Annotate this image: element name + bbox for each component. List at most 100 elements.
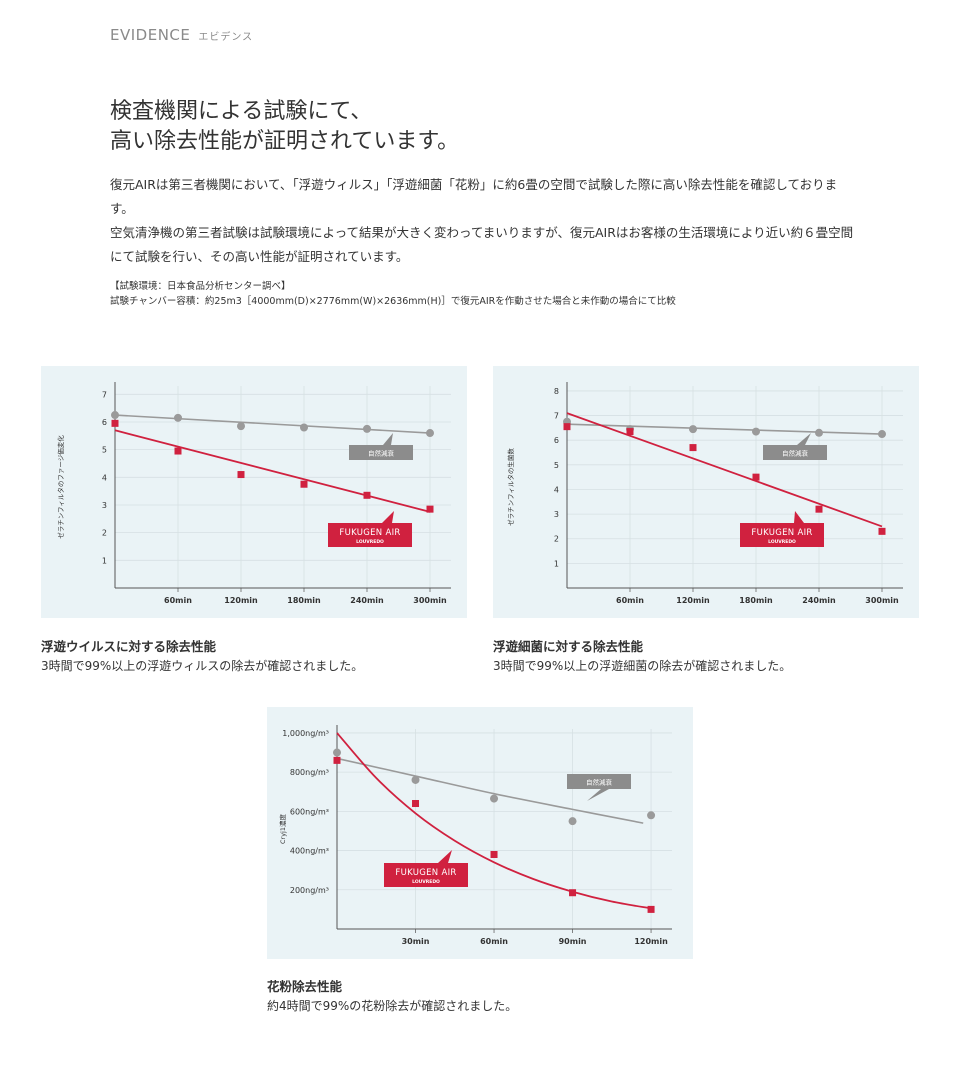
y-tick-label: 4 — [102, 473, 107, 482]
natural-point — [174, 413, 182, 422]
x-tick-label: 90min — [559, 937, 587, 946]
device-point — [878, 527, 886, 535]
natural-label-text: 自然減衰 — [782, 449, 809, 458]
y-tick-label: 1,000ng/m³ — [282, 729, 329, 738]
section-label-en: EVIDENCE — [110, 26, 191, 44]
device-label-box — [384, 863, 468, 887]
natural-point — [647, 811, 656, 820]
device-point — [237, 471, 245, 479]
x-tick-label: 120min — [676, 596, 710, 605]
device-point — [426, 505, 434, 513]
x-tick-label: 120min — [634, 937, 668, 946]
x-tick-label: 30min — [402, 937, 430, 946]
chart-svg: 200ng/m³ 400ng/m³ 600ng/m³ 800ng/m³ 1,000ng/… — [278, 725, 672, 946]
natural-label-text: 自然減衰 — [586, 778, 613, 787]
test-notes-line1: 【試験環境：日本食品分析センター調べ】 — [110, 281, 291, 292]
device-label-tail — [794, 511, 804, 523]
natural-point — [689, 425, 697, 434]
x-tick-label: 60min — [164, 596, 192, 605]
body-text: 復元AIRは第三者機関において、「浮遊ウィルス」「浮遊細菌「花粉」に約6畳の空間… — [110, 173, 855, 269]
natural-trend-line — [336, 757, 644, 824]
x-tick-label: 60min — [480, 937, 508, 946]
y-tick-label: 7 — [554, 412, 559, 421]
device-point — [490, 850, 498, 858]
bacteria-caption-text: 3時間で99%以上の浮遊細菌の除去が確認されました。 — [493, 659, 792, 673]
device-label-brand: LOUVREDO — [412, 879, 440, 885]
page-title-line2: 高い除去性能が証明されています。 — [110, 129, 460, 154]
device-point — [111, 419, 119, 427]
device-label-box — [740, 523, 824, 547]
device-point — [626, 428, 634, 436]
natural-label-tail — [797, 433, 811, 445]
device-point — [412, 800, 420, 808]
y-tick-label: 5 — [554, 461, 559, 470]
natural-point — [363, 424, 371, 433]
y-tick-label: 6 — [554, 436, 559, 445]
device-trend-line — [566, 412, 883, 528]
pollen-chart: 200ng/m³ 400ng/m³ 600ng/m³ 800ng/m³ 1,000ng/… — [267, 707, 693, 959]
device-point — [752, 473, 760, 481]
device-point — [569, 889, 577, 897]
y-tick-label: 3 — [554, 510, 559, 519]
y-tick-label: 600ng/m³ — [290, 807, 329, 816]
y-tick-label: 400ng/m³ — [290, 847, 329, 856]
device-trend-line — [336, 732, 652, 910]
chart-svg: 1 2 3 4 5 6 7 60min 120min 180min 240min 300min ゼラチン… — [56, 382, 451, 605]
y-tick-label: 200ng/m³ — [290, 886, 329, 895]
natural-point — [878, 430, 886, 439]
device-point — [815, 505, 823, 513]
natural-point — [333, 748, 341, 757]
y-tick-label: 2 — [102, 529, 107, 538]
device-label-name: FUKUGEN AIR — [339, 528, 400, 538]
y-tick-label: 6 — [102, 418, 107, 427]
x-tick-label: 180min — [739, 596, 773, 605]
y-tick-label: 7 — [102, 390, 107, 399]
section-label: EVIDENCE エビデンス — [110, 26, 253, 44]
virus-caption-title: 浮遊ウイルスに対する除去性能 — [41, 639, 217, 654]
device-point — [563, 423, 571, 431]
device-label-name: FUKUGEN AIR — [751, 528, 812, 538]
y-axis-label: ゼラチンフィルタの生菌数 — [506, 448, 515, 526]
natural-label-box — [763, 445, 827, 460]
natural-label-tail — [587, 789, 609, 801]
natural-point — [411, 775, 420, 784]
device-label-name: FUKUGEN AIR — [395, 868, 456, 878]
x-tick-label: 300min — [413, 596, 447, 605]
page-title-line1: 検査機関による試験にて、 — [110, 99, 373, 124]
device-point — [333, 756, 341, 764]
natural-trend-line — [566, 423, 883, 435]
natural-label-tail — [383, 433, 393, 445]
device-label-tail — [382, 511, 394, 523]
device-point — [363, 491, 371, 499]
natural-point — [815, 428, 823, 437]
natural-point — [237, 422, 245, 431]
device-trend-line — [114, 429, 431, 513]
page-title: 検査機関による試験にて、 高い除去性能が証明されています。 — [110, 97, 459, 157]
y-tick-label: 3 — [102, 501, 107, 510]
x-tick-label: 180min — [287, 596, 321, 605]
device-point — [300, 480, 308, 488]
pollen-caption-title: 花粉除去性能 — [267, 979, 343, 994]
device-point — [689, 444, 697, 452]
natural-point — [426, 429, 434, 438]
natural-point — [752, 427, 760, 436]
device-label-brand: LOUVREDO — [768, 539, 796, 545]
x-tick-label: 60min — [616, 596, 644, 605]
y-tick-label: 1 — [554, 559, 559, 568]
x-tick-label: 300min — [865, 596, 899, 605]
natural-point — [300, 423, 308, 432]
natural-label-box — [349, 445, 413, 460]
y-tick-label: 2 — [554, 535, 559, 544]
y-axis-label: ゼラチンフィルタのファージ価変化 — [56, 435, 65, 539]
body-paragraph-2: 空気清浄機の第三者試験は試験環境によって結果が大きく変わってまいりますが、復元A… — [110, 225, 854, 264]
bacteria-caption-title: 浮遊細菌に対する除去性能 — [493, 639, 644, 654]
natural-label-box — [567, 774, 631, 789]
device-point — [647, 905, 655, 913]
virus-chart: 1 2 3 4 5 6 7 60min 120min 180min 240min 300min ゼラチン… — [41, 366, 467, 618]
natural-label-text: 自然減衰 — [368, 449, 395, 458]
x-tick-label: 120min — [224, 596, 258, 605]
y-tick-label: 800ng/m³ — [290, 768, 329, 777]
chart-svg: 1 2 3 4 5 6 7 8 60min 120min 180min 240min 300min ゼラチ… — [506, 382, 903, 605]
device-label-brand: LOUVREDO — [356, 539, 384, 545]
x-tick-label: 240min — [802, 596, 836, 605]
